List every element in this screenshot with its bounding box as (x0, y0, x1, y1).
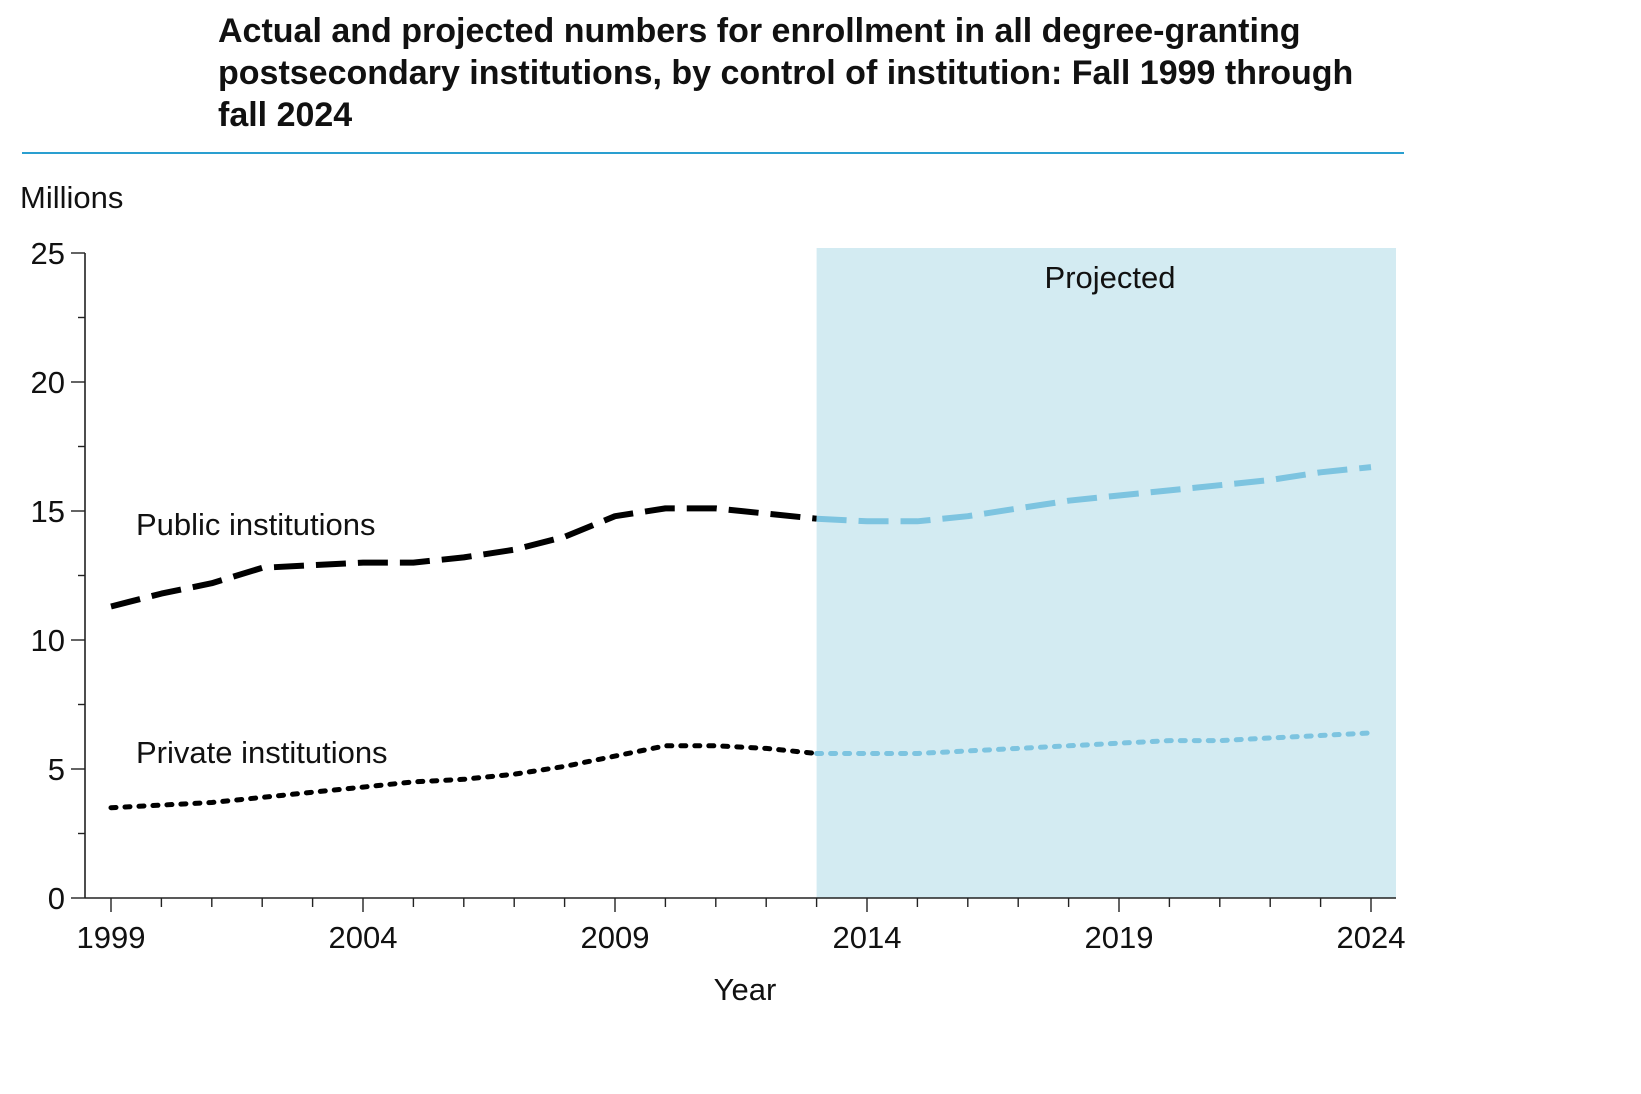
y-tick-label: 25 (31, 236, 65, 271)
series-line-projected-private (814, 730, 1374, 756)
y-axis-label: Millions (20, 180, 123, 215)
series-line-projected-public (816, 464, 1372, 525)
series-layer (108, 464, 1374, 811)
x-axis-label: Year (714, 972, 777, 1007)
y-tick-label: 20 (31, 365, 65, 400)
axes: 0 5 10 15 20 25 1999 2004 2009 2014 2019 2024 (31, 236, 1406, 955)
series-label-private: Private institutions (136, 735, 388, 770)
x-tick-label: 2024 (1337, 920, 1406, 955)
title-divider (22, 152, 1404, 154)
x-tick-label: 2009 (581, 920, 650, 955)
x-tick-label: 1999 (77, 920, 146, 955)
chart-title: Actual and projected numbers for enrollm… (218, 12, 1354, 134)
series-label-public: Public institutions (136, 507, 376, 542)
projected-region (816, 248, 1396, 898)
y-tick-label: 5 (48, 752, 65, 787)
x-tick-label: 2019 (1085, 920, 1154, 955)
y-tick-label: 10 (31, 623, 65, 658)
series-line-actual-public (110, 505, 817, 610)
x-tick-label: 2014 (833, 920, 902, 955)
x-tick-label: 2004 (329, 920, 398, 955)
y-tick-label: 0 (48, 881, 65, 916)
y-tick-label: 15 (31, 494, 65, 529)
projected-label: Projected (1045, 260, 1176, 295)
series-line-actual-private (108, 743, 820, 811)
